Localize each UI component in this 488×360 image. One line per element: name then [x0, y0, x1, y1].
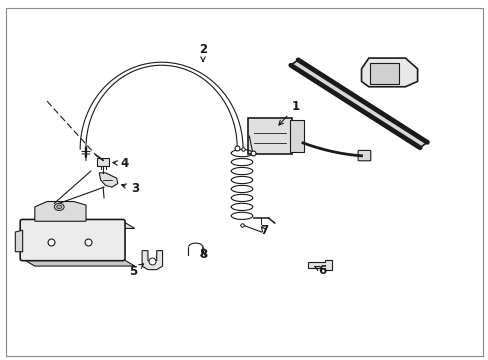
Polygon shape — [22, 221, 135, 228]
FancyBboxPatch shape — [97, 158, 109, 166]
Text: 1: 1 — [278, 100, 299, 125]
Circle shape — [54, 203, 64, 211]
Polygon shape — [15, 230, 22, 252]
Polygon shape — [361, 58, 417, 87]
Polygon shape — [142, 251, 162, 270]
Polygon shape — [99, 173, 118, 187]
Polygon shape — [22, 259, 135, 266]
Text: 4: 4 — [113, 157, 129, 170]
Text: 2: 2 — [199, 42, 207, 62]
Polygon shape — [307, 260, 331, 270]
Polygon shape — [290, 60, 427, 148]
FancyBboxPatch shape — [20, 220, 125, 261]
FancyBboxPatch shape — [290, 121, 303, 152]
Text: 6: 6 — [314, 264, 326, 277]
FancyBboxPatch shape — [357, 150, 370, 161]
Text: 3: 3 — [122, 183, 139, 195]
Circle shape — [57, 205, 61, 209]
Text: 7: 7 — [260, 224, 267, 237]
FancyBboxPatch shape — [248, 118, 291, 154]
Text: 5: 5 — [129, 264, 143, 278]
FancyBboxPatch shape — [369, 63, 398, 84]
Polygon shape — [35, 202, 86, 221]
Text: 8: 8 — [199, 248, 207, 261]
